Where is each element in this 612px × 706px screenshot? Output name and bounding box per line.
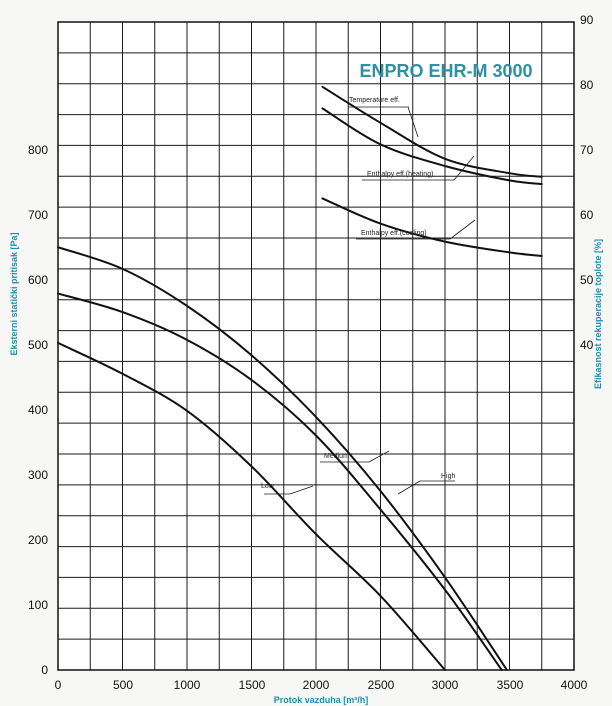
x-axis-ticks: 0 500 1000 1500 2000 2500 3000 3500 4000 (55, 678, 588, 692)
temperature-efficiency-curve (321, 85, 543, 178)
x-tick-label: 2000 (303, 678, 330, 692)
right-y-tick-label: 80 (580, 78, 594, 92)
heating-enthalpy-curve (321, 107, 543, 185)
cooling-enthalpy-callout (449, 219, 476, 240)
right-y-tick-label: 60 (580, 208, 594, 222)
high-curve (57, 246, 508, 671)
medium-callout (368, 450, 390, 463)
x-tick-label: 500 (113, 678, 133, 692)
label-layer: Low Medium High Temperature eff. Enthalpy ef… (261, 97, 476, 495)
medium-label: Medium (324, 453, 349, 460)
high-label: High (441, 473, 456, 480)
right-y-tick-label: 40 (580, 338, 594, 352)
x-tick-label: 1000 (174, 678, 201, 692)
left-y-tick-label: 200 (28, 533, 48, 547)
temperature-efficiency-callout (407, 106, 419, 138)
right-axis-ticks: 40 50 60 70 80 90 (580, 13, 594, 352)
high-callout (397, 480, 421, 495)
left-y-tick-label: 100 (28, 598, 48, 612)
heating-enthalpy-callout (453, 155, 475, 181)
medium-curve (57, 292, 503, 671)
x-tick-label: 4000 (561, 678, 588, 692)
left-y-tick-label: 300 (28, 468, 48, 482)
low-callout (289, 485, 314, 495)
right-axis-title: Efikasnost rekuperacije toplote [%] (593, 239, 603, 389)
right-y-tick-label: 90 (580, 13, 594, 27)
x-tick-label: 1500 (239, 678, 266, 692)
grid-layer (58, 22, 574, 670)
left-y-tick-label: 400 (28, 403, 48, 417)
temperature-efficiency-label: Temperature eff. (349, 97, 400, 104)
heating-enthalpy-label: Enthalpy eff.(heating) (367, 171, 433, 178)
left-y-tick-label: 0 (41, 663, 48, 677)
x-tick-label: 2500 (368, 678, 395, 692)
left-y-tick-label: 600 (28, 273, 48, 287)
chart-title: ENPRO EHR-M 3000 (359, 61, 532, 81)
cooling-enthalpy-label: Enthalpy eff.(cooling) (361, 230, 427, 237)
x-axis-title: Protok vazduha [m³/h] (274, 695, 369, 705)
low-curve (57, 341, 446, 671)
cooling-enthalpy-curve (321, 197, 543, 257)
low-label: Low (261, 483, 275, 490)
left-axis-title: Eksterni statički pritisak [Pa] (9, 232, 19, 355)
left-y-tick-label: 500 (28, 338, 48, 352)
x-tick-label: 3500 (497, 678, 524, 692)
curve-layer (57, 85, 543, 671)
left-axis-ticks: 0 100 200 300 400 500 600 700 800 (28, 143, 48, 677)
right-y-tick-label: 70 (580, 143, 594, 157)
x-tick-label: 3000 (432, 678, 459, 692)
x-tick-label: 0 (55, 678, 62, 692)
right-y-tick-label: 50 (580, 273, 594, 287)
left-y-tick-label: 700 (28, 208, 48, 222)
left-y-tick-label: 800 (28, 143, 48, 157)
